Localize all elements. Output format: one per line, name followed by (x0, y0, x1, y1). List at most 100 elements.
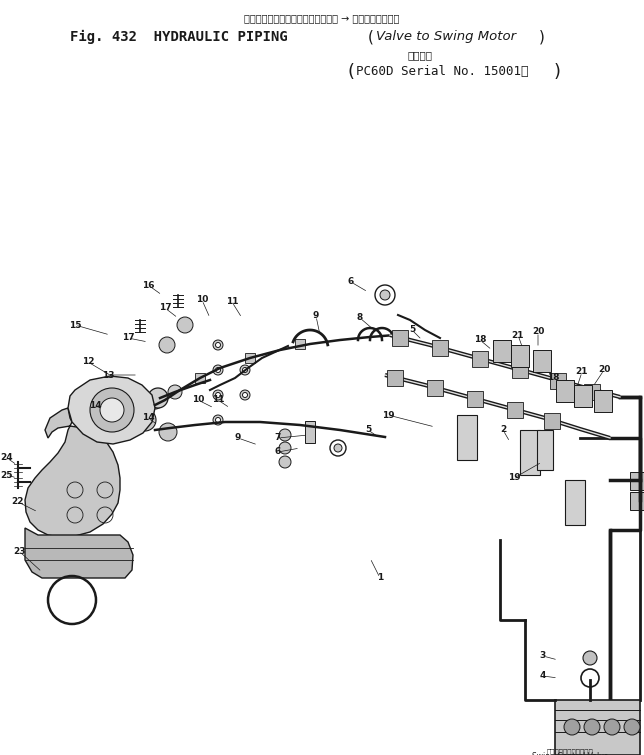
Circle shape (213, 390, 223, 400)
Text: 13: 13 (102, 371, 114, 380)
Text: 23: 23 (14, 547, 26, 556)
Text: 14: 14 (142, 414, 155, 423)
Text: (: ( (368, 30, 374, 45)
Circle shape (134, 409, 156, 431)
Bar (512, 362, 528, 378)
Text: Valve to Swing Motor: Valve to Swing Motor (376, 30, 516, 43)
Bar (565, 480, 585, 525)
Circle shape (140, 415, 150, 425)
Text: 21: 21 (576, 368, 588, 377)
Text: Swing Control Valve: Swing Control Valve (532, 752, 608, 755)
Circle shape (334, 444, 342, 452)
Circle shape (380, 290, 390, 300)
Text: ): ) (554, 63, 561, 81)
Circle shape (213, 415, 223, 425)
Bar (392, 330, 408, 346)
Polygon shape (68, 376, 155, 444)
Bar (511, 345, 529, 367)
Text: 20: 20 (532, 328, 544, 337)
Text: 5: 5 (365, 426, 371, 434)
Bar (472, 351, 488, 367)
Circle shape (90, 388, 134, 432)
Text: 9: 9 (235, 433, 242, 442)
Bar (630, 492, 644, 510)
Circle shape (100, 398, 124, 422)
Circle shape (243, 393, 247, 397)
Circle shape (240, 365, 250, 375)
Bar (295, 339, 305, 349)
Circle shape (159, 337, 175, 353)
Circle shape (624, 719, 640, 735)
Text: 12: 12 (82, 358, 94, 366)
Circle shape (564, 719, 580, 735)
Text: PC60D Serial No. 15001～: PC60D Serial No. 15001～ (356, 65, 529, 78)
Text: 適用号機: 適用号機 (408, 50, 433, 60)
Text: 19: 19 (382, 411, 394, 420)
Bar (533, 350, 551, 372)
Text: 3: 3 (540, 652, 546, 661)
Bar (387, 370, 403, 386)
Text: 19: 19 (507, 473, 520, 482)
Text: 18: 18 (547, 374, 559, 383)
Text: 20: 20 (598, 365, 610, 374)
Circle shape (240, 390, 250, 400)
Bar (432, 340, 448, 356)
Bar (245, 353, 255, 363)
Text: 18: 18 (474, 335, 486, 344)
Bar (305, 421, 315, 443)
Text: 25: 25 (1, 470, 14, 479)
Circle shape (279, 456, 291, 468)
Text: 24: 24 (1, 454, 14, 463)
Text: 22: 22 (12, 498, 24, 507)
Text: 4: 4 (540, 671, 546, 680)
Bar (630, 472, 644, 490)
Bar (457, 415, 477, 460)
Bar (467, 391, 483, 407)
Circle shape (168, 385, 182, 399)
Text: 6: 6 (348, 278, 354, 286)
Circle shape (584, 719, 600, 735)
Text: 11: 11 (212, 396, 224, 405)
Text: 6: 6 (275, 448, 281, 457)
Bar (493, 340, 511, 362)
Text: 15: 15 (69, 321, 81, 329)
Bar (520, 430, 540, 475)
Bar (537, 430, 553, 470)
Bar (574, 385, 592, 407)
Circle shape (216, 393, 220, 397)
Polygon shape (25, 408, 120, 537)
Text: 21: 21 (512, 331, 524, 340)
Circle shape (216, 343, 220, 347)
Text: 1: 1 (377, 574, 383, 583)
Bar (584, 384, 600, 400)
Text: 10: 10 (196, 295, 208, 304)
Text: 10: 10 (192, 396, 204, 405)
Bar (556, 380, 574, 402)
Bar (507, 402, 523, 418)
Text: 17: 17 (122, 334, 135, 343)
Text: 11: 11 (226, 297, 238, 307)
Circle shape (159, 423, 177, 441)
Bar (594, 390, 612, 412)
Text: ): ) (539, 30, 545, 45)
Bar (427, 380, 443, 396)
Text: 9: 9 (313, 312, 319, 321)
Circle shape (604, 719, 620, 735)
Circle shape (279, 429, 291, 441)
Circle shape (146, 391, 164, 409)
Bar (544, 413, 560, 429)
Circle shape (213, 340, 223, 350)
Text: 17: 17 (158, 304, 171, 313)
Text: 旋回コントロールバルブ: 旋回コントロールバルブ (547, 748, 593, 754)
Circle shape (583, 651, 597, 665)
Circle shape (213, 365, 223, 375)
Text: 16: 16 (142, 281, 155, 289)
Text: 14: 14 (89, 400, 101, 409)
Bar (555, 700, 640, 755)
Text: Fig. 432  HYDRAULIC PIPING: Fig. 432 HYDRAULIC PIPING (70, 30, 288, 44)
Polygon shape (25, 528, 133, 578)
Circle shape (243, 368, 247, 372)
Text: 2: 2 (500, 426, 506, 434)
Text: ハイドロリックパイピング（バルブ → スイングモータ）: ハイドロリックパイピング（バルブ → スイングモータ） (244, 13, 400, 23)
Bar (195, 373, 205, 383)
